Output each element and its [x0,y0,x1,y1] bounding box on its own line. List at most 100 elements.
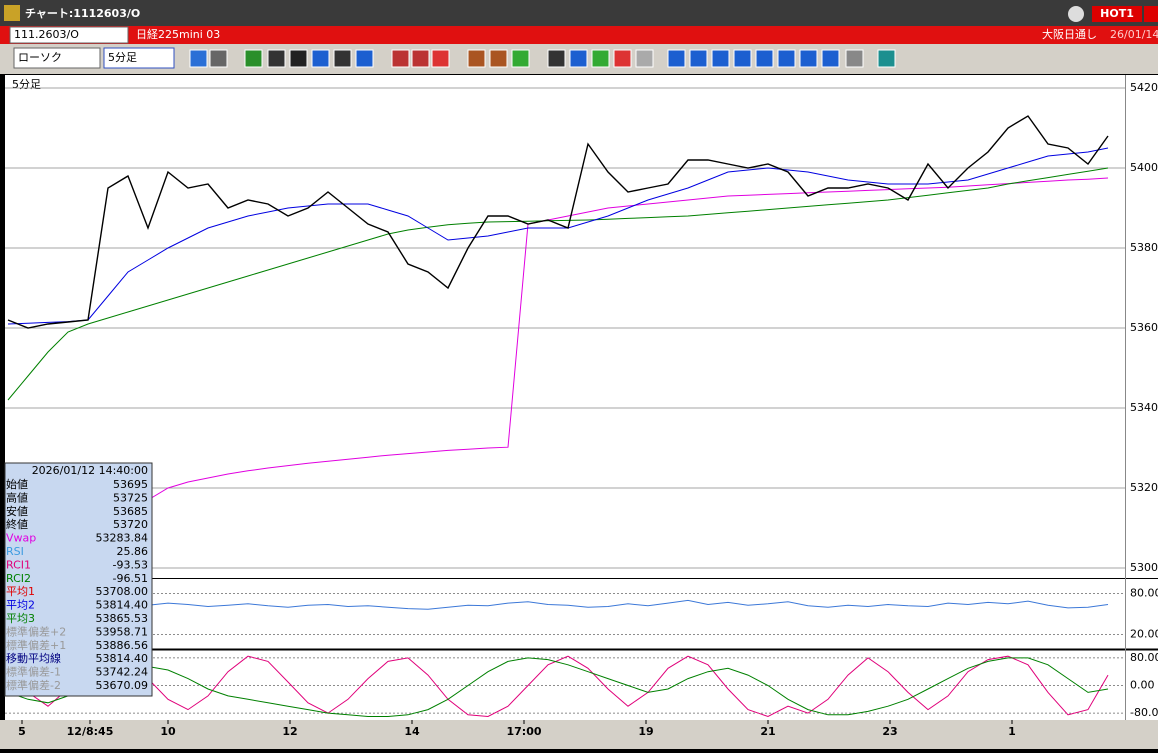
chart-type-text: ローソク [18,51,62,64]
info-value: 53695 [113,478,148,491]
info-label: 標準偏差+1 [6,638,66,652]
info-label: 標準偏差-1 [6,665,61,679]
info-value: 53742.24 [96,666,149,679]
toolbar-button[interactable] [267,49,286,68]
toolbar-button[interactable] [667,49,686,68]
timeframe-select[interactable] [103,47,175,69]
x-tick-label: 21 [760,725,775,738]
x-tick-label: 5 [18,725,26,738]
toolbar-button[interactable] [209,49,228,68]
price-axis [1125,75,1158,720]
series-line [7,655,1109,718]
toolbar-button[interactable] [799,49,818,68]
toolbar-button[interactable] [489,49,508,68]
info-label: RCI2 [6,572,31,585]
toolbar-button[interactable] [755,49,774,68]
toolbar-button[interactable] [777,49,796,68]
info-value: -96.51 [113,572,148,585]
info-label: 標準偏差+2 [6,624,66,638]
y-tick-label: 54200 [1130,81,1158,94]
panel-label: 5分足 [12,78,41,91]
toolbar-button[interactable] [355,49,374,68]
info-label: 終値 [6,517,28,531]
info-label: 高値 [6,490,28,504]
info-value: 53720 [113,518,148,531]
y-tick-label: 80.00 [1130,587,1158,600]
info-value: -93.53 [113,558,148,571]
info-value: 53670.09 [96,679,149,692]
symbol-combo[interactable] [9,26,129,44]
session: 大阪日通し [1042,27,1097,41]
info-label: 移動平均線 [6,651,61,665]
info-label: 平均1 [6,585,35,598]
y-tick-label: 53000 [1130,561,1158,574]
toolbar-button[interactable] [569,49,588,68]
x-tick-label: 1 [1008,725,1016,738]
toolbar-button[interactable] [289,49,308,68]
toolbar-button[interactable] [391,49,410,68]
toolbar-button[interactable] [547,49,566,68]
x-tick-label: 10 [160,725,176,738]
y-tick-label: 80.00 [1130,651,1158,664]
info-panel: 2026/01/12 14:40:00 始値 53695 高値 53725 安値 53685… [4,462,153,697]
info-label: RSI [6,545,24,558]
info-value: 53708.00 [96,585,149,598]
help-button[interactable] [1068,6,1084,22]
toolbar-button[interactable] [711,49,730,68]
toolbar-button[interactable] [333,49,352,68]
toolbar-button[interactable] [877,49,896,68]
toolbar-button[interactable] [689,49,708,68]
info-label: 平均2 [6,599,35,612]
hot-badge-text: HOT1 [1100,7,1134,20]
x-tick-label: 14 [404,725,420,738]
y-tick-label: 20.00 [1130,627,1158,640]
time-axis [0,720,1158,749]
toolbar-button[interactable] [635,49,654,68]
info-value: 25.86 [117,545,149,558]
info-datetime: 2026/01/12 14:40:00 [32,464,148,477]
x-tick-label: 17:00 [506,725,541,738]
series-line [7,147,1109,325]
x-tick-label: 12/8:45 [67,725,114,738]
toolbar-button[interactable] [189,49,208,68]
date: 26/01/14 [1110,28,1158,41]
toolbar-button[interactable] [511,49,530,68]
instrument-name: 日経225mini 03 [136,28,220,41]
info-value: 53814.40 [96,652,149,665]
toolbar-button[interactable] [591,49,610,68]
series-line [7,657,1109,717]
timeframe-text: 5分足 [108,51,137,64]
y-tick-label: 53600 [1130,321,1158,334]
toolbar-button[interactable] [467,49,486,68]
series-line [7,167,1109,401]
toolbar-button[interactable] [311,49,330,68]
series-line [7,599,1109,610]
toolbar-button[interactable] [845,49,864,68]
y-tick-label: 53800 [1130,241,1158,254]
hot-badge[interactable] [1092,6,1142,22]
toolbar-button[interactable] [411,49,430,68]
toolbar-button[interactable] [244,49,263,68]
toolbar-button[interactable] [613,49,632,68]
chart-type-select[interactable] [13,47,101,69]
toolbar-button[interactable] [431,49,450,68]
app-icon [4,5,20,21]
series-line [7,115,1109,329]
info-value: 53886.56 [96,639,149,652]
close-button[interactable] [1144,6,1158,22]
window-title: チャート:1112603/O [25,7,140,20]
info-value: 53865.53 [96,612,149,625]
toolbar-button[interactable] [733,49,752,68]
symbol-text: 111.2603/O [14,28,79,41]
info-panel-bg [4,462,153,697]
x-tick-label: 23 [882,725,897,738]
info-value: 53283.84 [96,532,149,545]
x-tick-label: 19 [638,725,653,738]
y-tick-label: -80.00 [1130,706,1158,719]
y-tick-label: 54000 [1130,161,1158,174]
info-label: 始値 [6,477,28,491]
y-tick-label: 0.00 [1130,679,1155,692]
toolbar-button[interactable] [821,49,840,68]
info-value: 53685 [113,505,148,518]
